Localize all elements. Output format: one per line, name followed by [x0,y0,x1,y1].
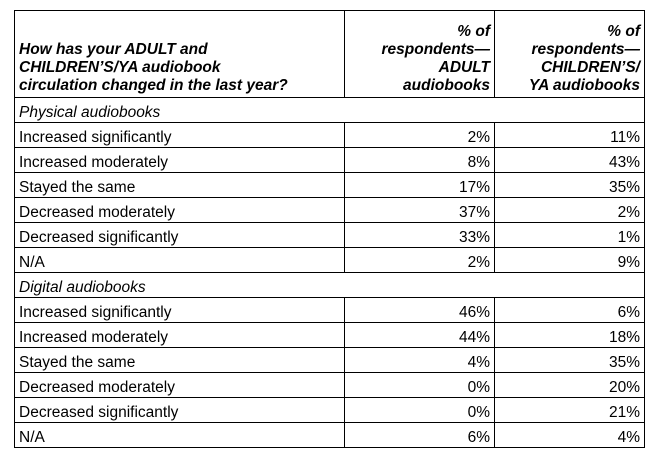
children-value: 6% [494,297,645,323]
adult-value: 44% [344,322,495,348]
table-row: N/A 2% 9% [14,247,645,273]
row-label: Decreased moderately [14,197,345,223]
table-row: Stayed the same 4% 35% [14,347,645,373]
table-row: Increased moderately 8% 43% [14,147,645,173]
table-row: Decreased significantly 0% 21% [14,397,645,423]
adult-value: 4% [344,347,495,373]
row-label: N/A [14,247,345,273]
question-line: How has your ADULT and [19,41,208,58]
adult-value: 46% [344,297,495,323]
children-value: 21% [494,397,645,423]
section-row: Digital audiobooks [14,272,645,298]
audiobook-circulation-table: How has your ADULT and CHILDREN’S/YA aud… [14,10,645,448]
children-value: 2% [494,197,645,223]
adult-header-line: ADULT [438,59,490,76]
table-row: N/A 6% 4% [14,422,645,448]
row-label: Stayed the same [14,347,345,373]
row-label: Increased moderately [14,322,345,348]
children-header-line: CHILDREN’S/ [540,59,640,76]
children-header-line: respondents— [531,41,640,58]
adult-value: 0% [344,372,495,398]
question-line: CHILDREN’S/YA audiobook [19,59,221,76]
row-label: Decreased significantly [14,397,345,423]
children-column-header: % of respondents— CHILDREN’S/ YA audiobo… [494,10,645,98]
row-label: Stayed the same [14,172,345,198]
table-row: Stayed the same 17% 35% [14,172,645,198]
row-label: Increased significantly [14,297,345,323]
children-value: 1% [494,222,645,248]
row-label: Decreased moderately [14,372,345,398]
adult-value: 6% [344,422,495,448]
children-value: 43% [494,147,645,173]
children-value: 20% [494,372,645,398]
table-row: Decreased moderately 37% 2% [14,197,645,223]
survey-table-container: How has your ADULT and CHILDREN’S/YA aud… [14,10,645,448]
question-header: How has your ADULT and CHILDREN’S/YA aud… [14,10,345,98]
table-row: Increased significantly 46% 6% [14,297,645,323]
section-row: Physical audiobooks [14,97,645,123]
adult-value: 33% [344,222,495,248]
row-label: Increased moderately [14,147,345,173]
children-header-line: % of [607,23,640,40]
table-row: Increased significantly 2% 11% [14,122,645,148]
row-label: Increased significantly [14,122,345,148]
table-row: Decreased moderately 0% 20% [14,372,645,398]
adult-header-line: audiobooks [403,77,490,94]
children-value: 9% [494,247,645,273]
adult-value: 0% [344,397,495,423]
adult-value: 2% [344,122,495,148]
row-label: Decreased significantly [14,222,345,248]
section-title-physical: Physical audiobooks [14,97,645,123]
row-label: N/A [14,422,345,448]
question-line: circulation changed in the last year? [19,77,288,94]
children-value: 35% [494,172,645,198]
children-value: 18% [494,322,645,348]
adult-value: 17% [344,172,495,198]
adult-value: 2% [344,247,495,273]
adult-header-line: % of [457,23,490,40]
table-row: Increased moderately 44% 18% [14,322,645,348]
children-value: 35% [494,347,645,373]
adult-value: 37% [344,197,495,223]
children-header-line: YA audiobooks [528,77,640,94]
header-row: How has your ADULT and CHILDREN’S/YA aud… [14,10,645,98]
section-title-digital: Digital audiobooks [14,272,645,298]
children-value: 11% [494,122,645,148]
adult-column-header: % of respondents— ADULT audiobooks [344,10,495,98]
adult-header-line: respondents— [381,41,490,58]
adult-value: 8% [344,147,495,173]
table-row: Decreased significantly 33% 1% [14,222,645,248]
children-value: 4% [494,422,645,448]
